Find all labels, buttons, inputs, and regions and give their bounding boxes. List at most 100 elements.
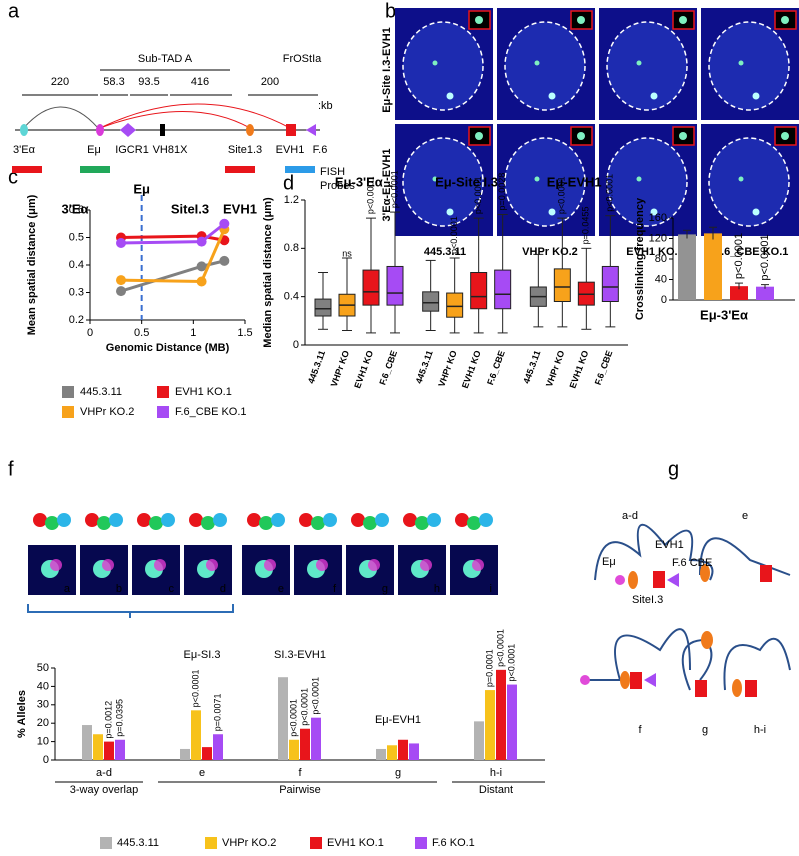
bar [115,739,125,760]
element [580,675,590,685]
nucleus-outline [708,21,790,111]
image-label: a [64,583,71,595]
spot [472,559,484,571]
charts: 0.2 0.3 0.4 0.5 0.6 Mean spatial distance (μm… [16,170,795,849]
probe-dot [415,516,429,530]
spot [264,559,276,571]
box [386,265,404,306]
element [695,680,707,697]
x-tick-label: EVH1 KO [460,349,483,390]
p-value-label: p<0.0001 [506,644,516,682]
legend-label: EVH1 KO.1 [175,386,232,398]
group-title: Eμ-3'Eα [335,174,383,189]
annotation: 3'Eα [62,201,89,216]
group-sublabel: 3-way overlap [70,784,138,796]
nucleus-outline [708,137,790,227]
bar [704,233,722,300]
probe-dot [467,516,481,530]
probe-dot [137,513,151,527]
spot [432,176,438,182]
y-tick-label: 0.3 [69,286,84,298]
spot [102,559,114,571]
legend-label: F.6 KO.1 [432,837,475,849]
column-label: EVH1 KO.1 [626,246,683,258]
bar [311,717,321,760]
legend-label: 445.3.11 [117,837,159,849]
probe-dot [97,516,111,530]
probe-dot [189,513,203,527]
x-tick-label: 0.5 [134,327,149,339]
bar [278,677,288,760]
p-value-label: p=0.0012 [103,701,113,739]
p-value-label: p<0.0001 [759,234,771,280]
point [196,276,207,287]
spot [154,559,166,571]
diagram-title: h-i [754,724,766,736]
image-label: b [116,583,122,595]
nucleus-outline [402,137,484,227]
y-tick-label: 10 [37,736,49,748]
element-label: Site1.3 [228,144,262,156]
element [96,124,104,136]
element [667,573,679,587]
annotation: Eμ [133,181,150,196]
legend-swatch [62,406,74,418]
distance-label: 416 [191,76,209,88]
nucleus-outline [504,21,586,111]
diagram-title: a-d [622,510,638,522]
p-value-label: p<0.0001 [310,677,320,715]
probe-dot [299,513,313,527]
diagram-title: g [702,724,708,736]
y-axis-label: % Alleles [16,690,28,738]
legend-label: 445.3.11 [80,386,122,398]
spot [50,559,62,571]
image-label: f [333,583,337,595]
y-tick-label: 40 [655,273,667,285]
element [745,680,757,697]
element [700,564,710,582]
p-value-label: p=0.0455 [581,207,591,245]
y-tick-label: 0.5 [69,231,84,243]
y-tick-label: 30 [37,699,49,711]
probe-dot [85,513,99,527]
spot [548,208,556,216]
region-label: Sub-TAD A [138,53,193,65]
probe-dot [427,513,441,527]
p-value-label: p<0.0001 [190,670,200,708]
p-value-label: p=0.0395 [114,699,124,737]
y-tick-label: 0.2 [69,314,84,326]
x-tick-label: 1 [190,327,196,339]
x-tick-label: F.6_CBE [593,349,615,386]
spot [316,559,328,571]
point [116,238,126,248]
group-title: Eμ-Site I.3 [435,174,498,189]
element [628,571,638,589]
legend-swatch [415,837,427,849]
x-tick-label: g [395,767,401,779]
bar [300,728,310,760]
panel-label: g [668,458,679,480]
bar [409,743,419,760]
distance-label: 93.5 [138,76,159,88]
loop [585,628,691,681]
box [314,298,332,317]
loop-arc [99,111,251,129]
spot [679,16,687,24]
legend-swatch [157,406,169,418]
x-tick-label: 1.5 [237,327,252,339]
diagram-g [585,524,791,691]
y-tick-label: 0 [43,754,49,766]
diagram-a: Sub-TAD A FrOStIa 220 58.3 93.5 416 200 … [12,53,355,192]
element [615,575,625,585]
bar [180,748,190,760]
y-axis-label: Mean spatial distance (μm) [26,194,38,335]
nucleus-outline [504,137,586,227]
spot [752,92,760,100]
probe-dot [351,513,365,527]
y-tick-label: 0.4 [284,291,299,303]
spot [650,208,658,216]
legend-label: VHPr KO.2 [222,837,276,849]
series-line [120,222,226,245]
spot [636,176,642,182]
